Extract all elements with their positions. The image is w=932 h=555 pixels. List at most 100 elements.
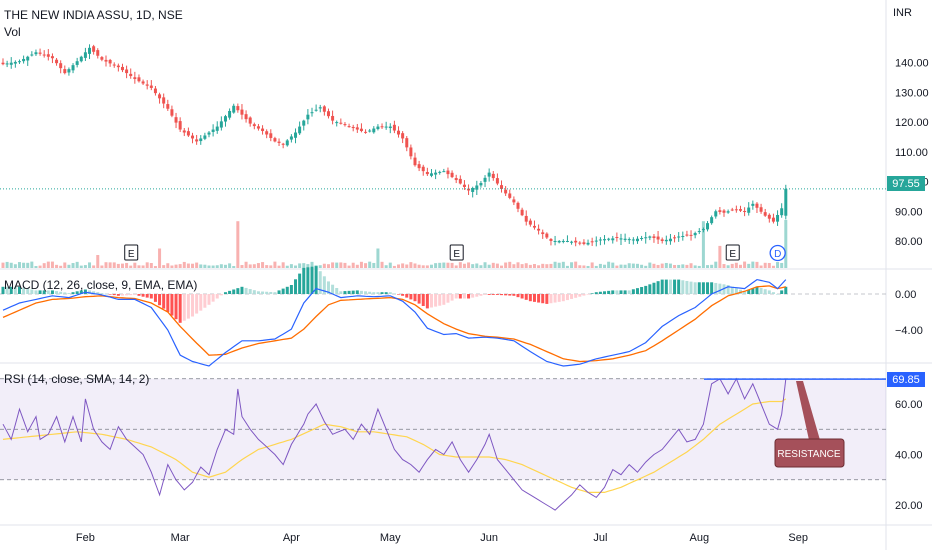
candle [339, 122, 343, 124]
volume-bar [331, 262, 335, 268]
macd-histogram-bar [17, 286, 21, 294]
volume-bar [63, 262, 67, 268]
volume-bar [261, 262, 265, 268]
macd-histogram-bar [504, 294, 508, 296]
volume-bar [46, 261, 50, 268]
volume-bar [240, 265, 244, 268]
candle [17, 61, 21, 63]
candle [380, 126, 384, 128]
volume-bar [232, 266, 236, 268]
macd-histogram-bar [261, 291, 265, 294]
volume-bar [685, 264, 689, 268]
macd-histogram-bar [199, 294, 203, 311]
volume-bar [30, 261, 34, 268]
candle [747, 207, 751, 213]
candle [133, 77, 137, 80]
resistance-callout [774, 438, 845, 468]
candle [67, 69, 71, 73]
volume-bar [170, 265, 174, 268]
candle [96, 50, 100, 56]
candle [565, 240, 569, 242]
candle [487, 172, 491, 177]
candle [409, 147, 413, 157]
macd-histogram-bar [771, 292, 775, 294]
volume-bar [631, 263, 635, 268]
macd-histogram-bar [635, 288, 639, 294]
candle [458, 178, 462, 184]
macd-histogram-bar [59, 291, 63, 294]
macd-histogram-bar [141, 294, 145, 297]
candle [38, 52, 42, 54]
earnings-marker [725, 244, 740, 261]
volume-bar [751, 261, 755, 268]
macd-histogram-bar [359, 290, 363, 294]
macd-histogram-bar [640, 287, 644, 294]
candle [186, 131, 190, 136]
candle [129, 73, 133, 77]
candle [495, 178, 499, 184]
macd-histogram-bar [689, 281, 693, 294]
macd-histogram-bar [487, 294, 491, 295]
candle [314, 109, 318, 111]
candle [471, 187, 475, 192]
volume-bar [13, 264, 17, 268]
macd-histogram-bar [244, 287, 248, 294]
volume-bar [557, 262, 561, 268]
volume-bar [586, 265, 590, 268]
volume-bar [438, 262, 442, 268]
candle [508, 193, 512, 198]
volume-bar [149, 263, 153, 268]
candle [743, 210, 747, 212]
volume-bar [195, 262, 199, 268]
candle [652, 236, 656, 238]
candle [199, 138, 203, 142]
candle [318, 107, 322, 109]
macd-histogram-bar [306, 267, 310, 294]
volume-bar [392, 265, 396, 268]
volume-bar [656, 264, 660, 268]
x-tick-label: Jun [480, 532, 498, 544]
volume-bar [364, 263, 368, 268]
volume-bar [368, 261, 372, 268]
volume-bar [96, 255, 100, 268]
candle [256, 126, 260, 129]
volume-bar [203, 264, 207, 268]
volume-layer [1, 219, 788, 268]
volume-bar [219, 264, 223, 268]
macd-histogram-bar [30, 289, 34, 294]
volume-bar [701, 221, 705, 268]
candle [660, 239, 664, 241]
candle [714, 211, 718, 217]
macd-histogram-bar [223, 292, 227, 294]
candle [203, 135, 207, 139]
macd-histogram-bar [421, 294, 425, 306]
candle [557, 240, 561, 243]
macd-histogram-bar [100, 293, 104, 294]
volume-bar [17, 262, 21, 268]
candle [631, 239, 635, 241]
x-tick-label: Sep [788, 532, 808, 544]
candle [116, 65, 120, 68]
macd-histogram-bar [565, 294, 569, 301]
macd-histogram-bar [541, 294, 545, 304]
volume-bar [491, 262, 495, 268]
volume-bar [22, 262, 26, 268]
macd-histogram-bar [240, 286, 244, 294]
volume-bar [582, 265, 586, 268]
macd-histogram-bar [706, 282, 710, 294]
currency-label: INR [893, 7, 912, 19]
macd-histogram-bar [442, 294, 446, 305]
candle [145, 84, 149, 86]
volume-bar [549, 263, 553, 268]
rsi-layer [0, 377, 886, 511]
volume-bar [574, 261, 578, 268]
volume-bar [442, 262, 446, 268]
volume-bar [780, 262, 784, 268]
price-tick-label: 140.00 [895, 58, 929, 70]
volume-bar [71, 263, 75, 268]
macd-histogram-bar [714, 282, 718, 294]
macd-histogram-bar [401, 294, 405, 296]
volume-bar [145, 262, 149, 268]
macd-histogram-bar [429, 294, 433, 308]
